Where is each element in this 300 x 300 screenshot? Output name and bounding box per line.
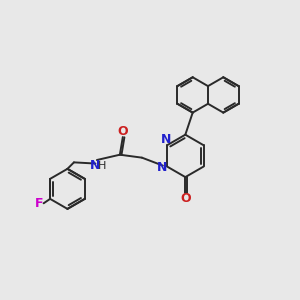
Text: O: O <box>118 125 128 138</box>
Text: N: N <box>157 161 167 175</box>
Text: N: N <box>90 159 100 172</box>
Text: H: H <box>98 161 106 172</box>
Text: O: O <box>180 192 190 205</box>
Text: F: F <box>35 197 44 210</box>
Text: N: N <box>160 134 171 146</box>
